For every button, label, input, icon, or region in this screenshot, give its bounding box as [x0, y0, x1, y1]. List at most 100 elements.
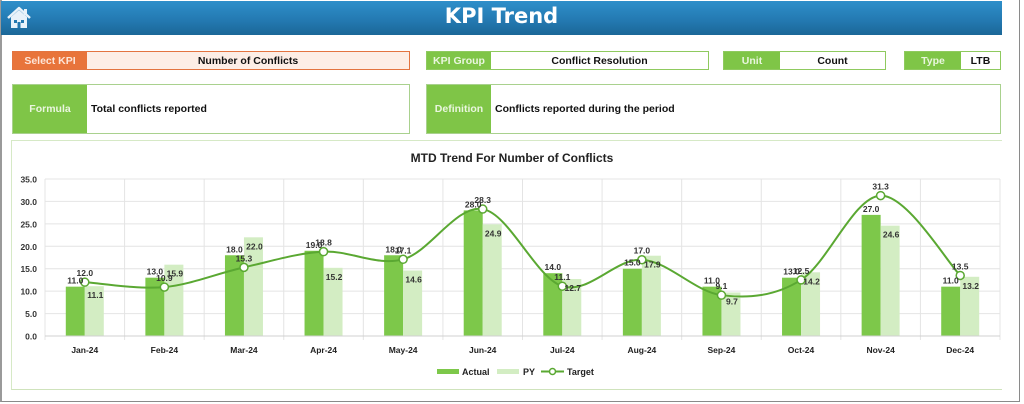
label-actual: 27.0: [863, 204, 880, 214]
x-tick-label: Mar-24: [230, 345, 258, 355]
label-actual: 14.0: [545, 262, 562, 272]
label-target: 28.3: [474, 195, 491, 205]
bar-py: [482, 224, 502, 336]
bar-actual: [463, 210, 483, 336]
bar-py: [164, 264, 184, 336]
type-value: LTB: [961, 52, 1000, 69]
label-target: 12.0: [77, 268, 94, 278]
type-field: Type LTB: [904, 51, 1001, 70]
x-axis: Jan-24 Feb-24 Mar-24 Apr-24 May-24 Jun-24 Jul-…: [45, 335, 1000, 355]
bar-py: [562, 279, 582, 336]
y-tick-label: 25.0: [20, 219, 37, 229]
label-target: 18.8: [315, 238, 332, 248]
label-py: 11.1: [87, 290, 103, 300]
x-tick-label: Nov-24: [866, 345, 895, 355]
definition-box: Definition Conflicts reported during the…: [426, 84, 1001, 134]
type-label: Type: [905, 52, 961, 69]
bar-py: [243, 237, 263, 336]
target-marker: [239, 262, 249, 273]
x-tick-label: Sep-24: [708, 345, 736, 355]
label-py: 12.7: [565, 283, 582, 293]
bar-actual: [145, 277, 165, 336]
label-py: 24.9: [485, 228, 502, 238]
target-marker: [955, 270, 965, 281]
target-marker: [398, 254, 408, 265]
data-labels: 11.011.112.0 13.0 15.910.918.0 22.015.319.0…: [67, 182, 979, 307]
label-actual: 11.0: [943, 276, 959, 286]
label-actual: 13.0: [147, 267, 164, 277]
label-target: 12.5: [793, 266, 810, 276]
bar-actual: [782, 277, 802, 336]
bar-py: [84, 286, 104, 336]
formula-box: Formula Total conflicts reported: [12, 84, 410, 134]
kpi-group-field: KPI Group Conflict Resolution: [426, 51, 709, 70]
unit-label: Unit: [724, 52, 780, 69]
target-marker: [477, 204, 488, 214]
chart-container: [11, 140, 1002, 390]
x-tick-label: Dec-24: [946, 345, 974, 355]
legend-actual-swatch: [437, 369, 459, 374]
unit-value: Count: [780, 52, 885, 69]
y-tick-label: 5.0: [25, 309, 37, 319]
unit-field: Unit Count: [723, 51, 886, 70]
chart-legend: Actual PY Target: [437, 367, 594, 377]
y-tick-label: 0.0: [25, 332, 37, 342]
target-marker: [637, 254, 647, 265]
target-marker: [159, 282, 170, 292]
y-tick-label: 20.0: [20, 242, 37, 252]
bar-py: [880, 225, 900, 336]
target-line: [80, 190, 965, 300]
bar-actual: [224, 255, 244, 336]
select-kpi-dropdown[interactable]: Number of Conflicts: [87, 52, 409, 69]
label-target: 15.3: [236, 253, 253, 263]
label-actual: 28.0: [465, 199, 482, 209]
legend-target-label: Target: [567, 367, 594, 377]
label-py: 14.2: [803, 276, 820, 286]
bar-py: [641, 255, 661, 336]
target-marker: [875, 190, 886, 201]
bar-actual: [702, 286, 722, 336]
label-actual: 18.0: [385, 244, 402, 254]
bar-actual: [622, 268, 642, 336]
label-actual: 13.0: [783, 267, 800, 277]
legend-py-label: PY: [523, 367, 535, 377]
label-py: 9.7: [726, 296, 738, 306]
legend-actual-label: Actual: [462, 367, 490, 377]
label-target: 9.1: [716, 281, 728, 291]
home-icon: [7, 6, 31, 28]
kpi-group-value: Conflict Resolution: [491, 52, 708, 69]
bar-py: [801, 272, 821, 336]
bar-py: [721, 292, 741, 336]
label-target: 11.1: [554, 272, 570, 282]
target-marker: [716, 290, 727, 300]
bar-actual: [861, 214, 881, 336]
x-tick-label: Feb-24: [151, 345, 179, 355]
chart-gridlines: [44, 178, 1001, 340]
legend-target-marker: [548, 367, 557, 376]
home-button[interactable]: [5, 4, 33, 32]
label-actual: 11.0: [704, 276, 720, 286]
label-actual: 15.0: [624, 258, 641, 268]
label-py: 15.2: [326, 272, 343, 282]
chart-bars: [65, 210, 980, 336]
target-marker: [318, 246, 329, 257]
x-tick-label: Jun-24: [469, 345, 497, 355]
label-py: 22.0: [246, 241, 263, 251]
chart-title: MTD Trend For Number of Conflicts: [411, 151, 614, 165]
label-py: 17.9: [644, 260, 661, 270]
label-py: 14.6: [405, 275, 422, 285]
bar-actual: [304, 250, 324, 336]
label-target: 17.1: [395, 245, 412, 255]
x-tick-label: Apr-24: [310, 345, 337, 355]
label-target: 17.0: [634, 246, 651, 256]
definition-label: Definition: [427, 85, 491, 133]
target-marker: [796, 275, 806, 285]
page-title: KPI Trend: [444, 4, 559, 28]
formula-label: Formula: [13, 85, 87, 133]
select-kpi-field[interactable]: Select KPI Number of Conflicts: [12, 51, 410, 70]
target-marker: [557, 281, 568, 291]
x-tick-label: May-24: [389, 345, 418, 355]
x-tick-label: Aug-24: [627, 345, 656, 355]
